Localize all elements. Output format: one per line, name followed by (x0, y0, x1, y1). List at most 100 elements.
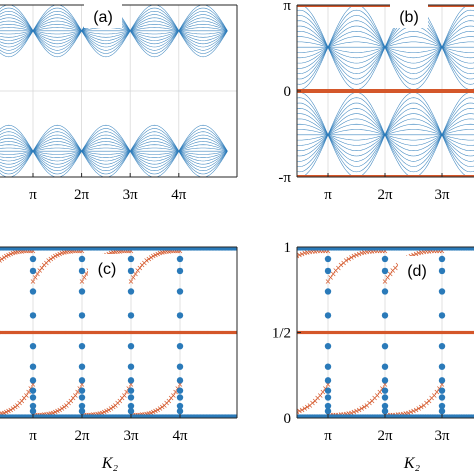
blue-point (78, 312, 86, 319)
orange-cross: × (36, 266, 43, 275)
band-line (0, 30, 34, 48)
orange-cross: × (16, 247, 23, 256)
band-line (384, 97, 443, 135)
band-line (32, 150, 82, 155)
band-line (81, 151, 131, 171)
blue-point (381, 387, 389, 394)
orange-cross: × (431, 391, 438, 400)
orange-point (241, 416, 244, 419)
orange-cross: × (3, 408, 10, 417)
orange-cross: × (30, 380, 37, 389)
band-line (81, 150, 131, 165)
blue-point (324, 407, 332, 415)
band-line (297, 134, 329, 167)
orange-point (240, 245, 243, 248)
panel-c: ××××××××××××××××××××××××××××××××××××××××… (0, 245, 250, 472)
band-line (178, 150, 228, 158)
band-line (384, 129, 443, 136)
panel-d-xlabel: K₂ (403, 455, 421, 472)
band-line (130, 147, 179, 152)
blue-point (127, 363, 135, 370)
orange-cross: × (145, 254, 152, 263)
orange-cross: × (0, 410, 1, 419)
band-line (441, 25, 474, 48)
orange-cross: × (439, 380, 446, 389)
band-line (0, 128, 34, 152)
blue-point (29, 312, 37, 319)
band-line (81, 124, 131, 152)
panel-b-edge-states (297, 5, 474, 177)
blue-point (243, 414, 250, 421)
orange-cross: × (50, 408, 57, 417)
band-line (441, 118, 474, 136)
band-line (32, 24, 82, 32)
orange-cross: × (382, 380, 389, 389)
orange-cross: × (36, 411, 43, 420)
band-line (441, 129, 474, 136)
orange-cross: × (338, 410, 345, 419)
blue-point (381, 394, 389, 401)
blue-point (438, 377, 446, 384)
band-line (327, 46, 386, 59)
blue-point (381, 402, 389, 410)
panel-a-xticks: π 2π 3π 4π (29, 187, 187, 203)
orange-cross: × (384, 273, 391, 282)
band-line (327, 134, 386, 151)
orange-cross: × (345, 254, 352, 263)
orange-cross: × (68, 396, 75, 405)
orange-cross: × (143, 410, 150, 419)
band-line (81, 141, 131, 152)
orange-cross: × (52, 408, 59, 417)
band-line (297, 134, 329, 146)
x-tick-label: π (29, 187, 37, 203)
band-line (32, 150, 82, 165)
band-line (327, 15, 386, 48)
band-line (178, 27, 228, 32)
band-line (130, 134, 179, 152)
orange-cross: × (7, 249, 14, 258)
band-line (129, 131, 180, 152)
band-line (327, 41, 386, 48)
orange-cross: × (415, 249, 422, 258)
band-line (81, 151, 131, 175)
orange-cross: × (94, 410, 101, 419)
orange-point (292, 416, 295, 419)
orange-cross: × (121, 246, 128, 255)
orange-cross: × (317, 246, 324, 255)
orange-cross: × (34, 411, 41, 420)
orange-cross: × (174, 384, 181, 393)
band-line (81, 131, 131, 152)
band-line (178, 30, 228, 54)
band-line (81, 151, 131, 177)
orange-point (241, 245, 244, 248)
blue-point (297, 416, 298, 418)
blue-point (127, 342, 135, 350)
band-line (441, 134, 474, 151)
band-line (178, 131, 228, 152)
orange-cross: × (41, 261, 48, 270)
orange-cross: × (47, 254, 54, 263)
band-line (178, 30, 228, 35)
band-line (327, 134, 386, 146)
orange-cross: × (12, 403, 19, 412)
orange-cross: × (275, 266, 282, 275)
band-line (178, 30, 228, 38)
orange-cross: × (54, 250, 61, 259)
band-line (32, 7, 82, 31)
panel-b-bands (297, 5, 474, 177)
orange-cross: × (150, 251, 157, 260)
orange-cross: × (43, 258, 50, 267)
orange-cross: × (340, 258, 347, 267)
orange-cross: × (361, 403, 368, 412)
blue-point (29, 255, 37, 263)
band-line (384, 47, 443, 85)
orange-cross: × (387, 411, 394, 420)
orange-cross: × (395, 261, 402, 270)
blue-point (29, 402, 37, 410)
band-line (441, 41, 474, 48)
orange-cross: × (123, 387, 130, 396)
band-line (327, 108, 386, 135)
orange-cross: × (117, 247, 124, 256)
band-line (32, 30, 82, 48)
